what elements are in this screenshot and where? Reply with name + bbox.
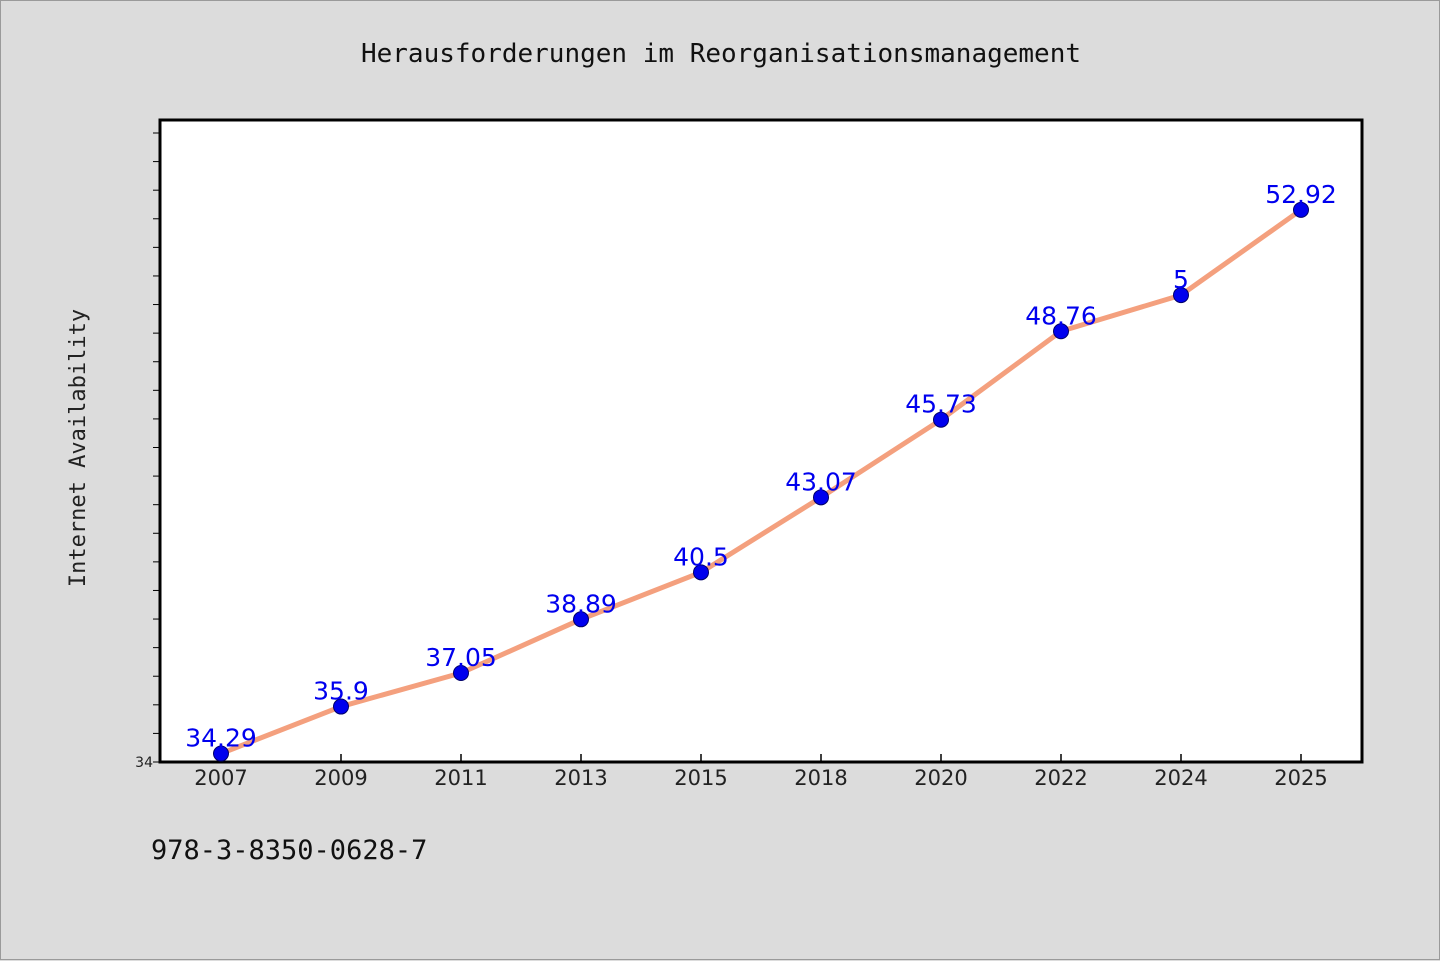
- x-tick-label: 2020: [914, 766, 967, 790]
- data-point: [933, 411, 949, 428]
- data-label: 52.92: [1265, 180, 1337, 209]
- x-tick-label: 2013: [554, 766, 607, 790]
- x-tick-label: 2025: [1274, 766, 1327, 790]
- y-axis-ticks: 34: [135, 132, 160, 771]
- data-label: 35.9: [313, 677, 369, 706]
- x-tick-label: 2007: [194, 766, 247, 790]
- data-point: [453, 664, 469, 681]
- series-group: 34.29 35.9 37.05 38.89 40.5 43.07 45.73 48.76 5 5…: [185, 180, 1337, 762]
- data-point: [573, 611, 589, 628]
- data-label: 37.05: [425, 643, 497, 672]
- data-label: 40.5: [673, 542, 729, 571]
- x-tick-label: 2022: [1034, 766, 1087, 790]
- data-point: [693, 564, 709, 581]
- series-line: [218, 207, 1304, 757]
- data-label: 45.73: [905, 390, 977, 419]
- data-point: [213, 745, 229, 762]
- data-label: 48.76: [1025, 301, 1097, 330]
- chart-title: Herausforderungen im Reorganisationsmana…: [361, 39, 1081, 69]
- x-tick-label: 2018: [794, 766, 847, 790]
- plot-area: [158, 118, 1364, 764]
- data-label: 43.07: [785, 467, 857, 496]
- data-point: [813, 489, 829, 506]
- data-point: [1173, 287, 1189, 304]
- x-tick-label: 2011: [434, 766, 487, 790]
- data-point: [1053, 323, 1069, 340]
- data-label: 38.89: [545, 589, 617, 618]
- x-tick-label: 2024: [1154, 766, 1207, 790]
- y-axis-label: Internet Availability: [66, 309, 91, 587]
- x-axis-ticks: 2007 2009 2011 2013 2015 2018 2020 2022 2024 2025: [194, 754, 1328, 790]
- data-label: 34.29: [185, 724, 257, 753]
- x-tick-label: 2009: [314, 766, 367, 790]
- y-tick-label: 34: [135, 755, 153, 771]
- data-label: 5: [1173, 265, 1189, 294]
- data-point: [1293, 201, 1309, 218]
- footer-code: 978-3-8350-0628-7: [151, 835, 428, 866]
- x-tick-label: 2015: [674, 766, 727, 790]
- data-point: [333, 698, 349, 715]
